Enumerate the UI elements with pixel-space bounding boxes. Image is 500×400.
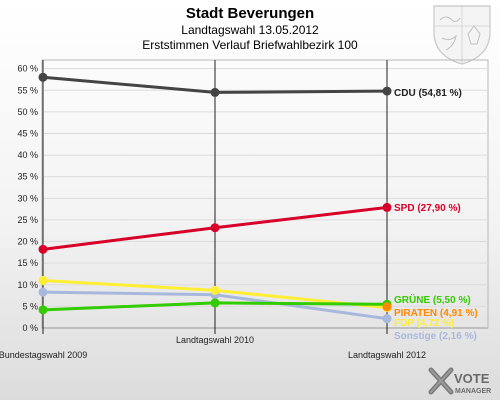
gridlines	[42, 68, 488, 329]
coat-of-arms-icon	[433, 5, 491, 65]
data-point-fdp	[38, 275, 48, 285]
series-lines	[38, 72, 392, 324]
data-point-sonstige	[38, 287, 48, 297]
y-tick-label: 5 %	[22, 301, 38, 311]
y-tick-label: 0 %	[22, 323, 38, 333]
data-point-fdp	[210, 285, 220, 295]
data-point-spd	[382, 202, 392, 212]
series-label-grüne: GRÜNE (5,50 %)	[394, 293, 471, 306]
chart-title: Stadt Beverungen	[186, 5, 314, 22]
y-tick-label: 15 %	[17, 258, 38, 268]
data-point-cdu	[382, 86, 392, 96]
y-tick-label: 55 %	[17, 85, 38, 95]
series-label-fdp: FDP (4,72 %)	[394, 318, 454, 329]
y-tick-label: 45 %	[17, 128, 38, 138]
x-tick-label: Landtagswahl 2010	[176, 335, 254, 345]
y-tick-label: 10 %	[17, 280, 38, 290]
vote-manager-x-icon	[428, 367, 454, 395]
chart-subtitle-district: Erststimmen Verlauf Briefwahlbezirk 100	[142, 38, 358, 52]
series-labels: CDU (54,81 %) SPD (27,90 %) GRÜNE (5,50 %)…	[394, 88, 478, 342]
data-point-sonstige	[382, 314, 392, 324]
data-point-grüne	[38, 305, 48, 315]
data-point-cdu	[210, 87, 220, 97]
data-point-cdu	[38, 72, 48, 82]
y-tick-label: 20 %	[17, 237, 38, 247]
plot-frame	[41, 59, 489, 329]
series-label-cdu: CDU (54,81 %)	[394, 88, 462, 99]
data-point-spd	[38, 244, 48, 254]
vote-manager-logo: VOTE MANAGER	[428, 367, 491, 395]
y-axis-ticks: 0 % 5 % 10 % 15 % 20 % 25 % 30 % 35 % 40 % 45 % 50…	[17, 64, 38, 333]
y-tick-label: 25 %	[17, 215, 38, 225]
y-tick-label: 35 %	[17, 172, 38, 182]
series-label-spd: SPD (27,90 %)	[394, 203, 461, 214]
y-tick-label: 40 %	[17, 150, 38, 160]
y-tick-label: 60 %	[17, 64, 38, 74]
y-tick-label: 50 %	[17, 107, 38, 117]
logo-text-manager: MANAGER	[455, 388, 491, 395]
x-tick-label: Landtagswahl 2012	[348, 350, 426, 360]
chart-subtitle-election: Landtagswahl 13.05.2012	[181, 23, 319, 37]
data-point-piraten	[382, 302, 392, 312]
data-point-spd	[210, 223, 220, 233]
y-tick-label: 30 %	[17, 193, 38, 203]
series-label-piraten: PIRATEN (4,91 %)	[394, 308, 478, 319]
series-label-sonstige: Sonstige (2,16 %)	[394, 331, 477, 342]
x-tick-label: Bundestagswahl 2009	[0, 350, 87, 360]
data-point-grüne	[210, 298, 220, 308]
logo-text-vote: VOTE	[454, 371, 490, 386]
